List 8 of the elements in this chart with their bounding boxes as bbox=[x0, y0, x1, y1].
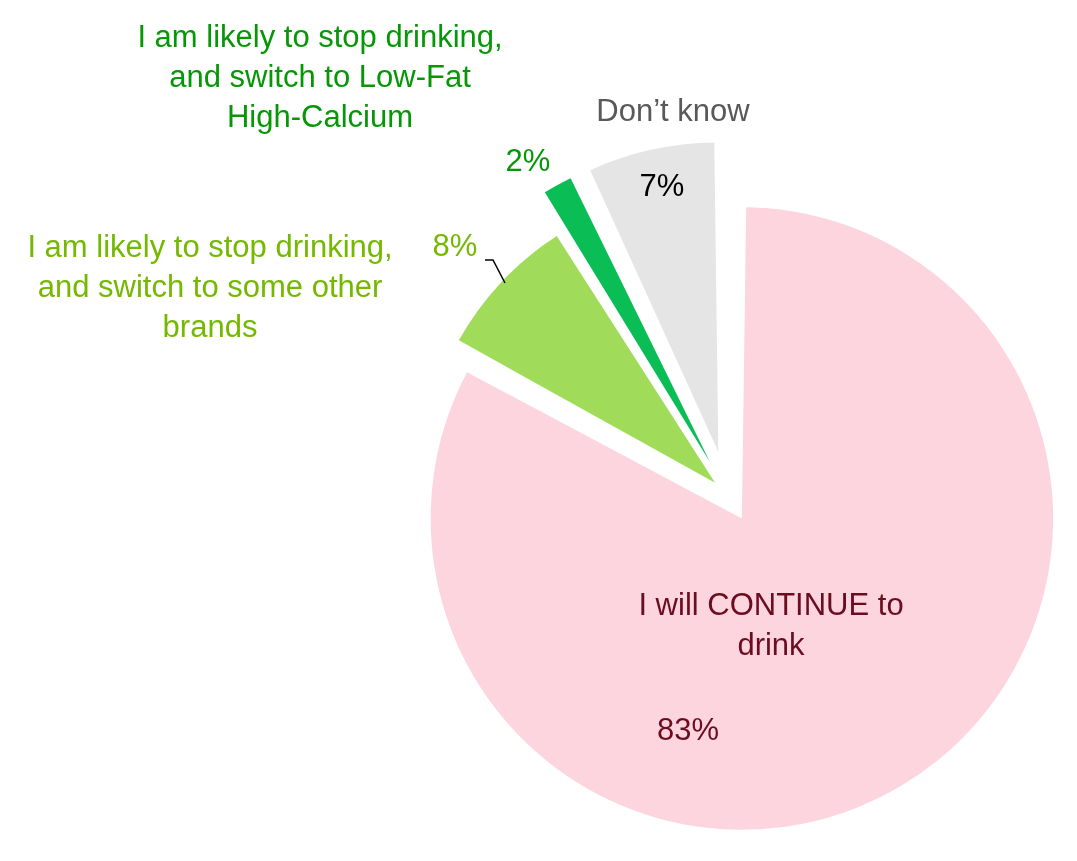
slice-label: I will CONTINUE to drink bbox=[638, 586, 904, 662]
data-label: 83% bbox=[656, 711, 720, 747]
slice-label: I am likely to stop drinking, and switch to some other brands bbox=[27, 228, 393, 344]
data-label: 7% bbox=[639, 167, 685, 203]
data-label: 8% bbox=[432, 227, 478, 263]
data-label: 2% bbox=[505, 142, 551, 178]
slice-label: I am likely to stop drinking, and switch to Low-Fat High-Calcium bbox=[137, 18, 503, 134]
slice-label: Don’t know bbox=[596, 92, 751, 128]
